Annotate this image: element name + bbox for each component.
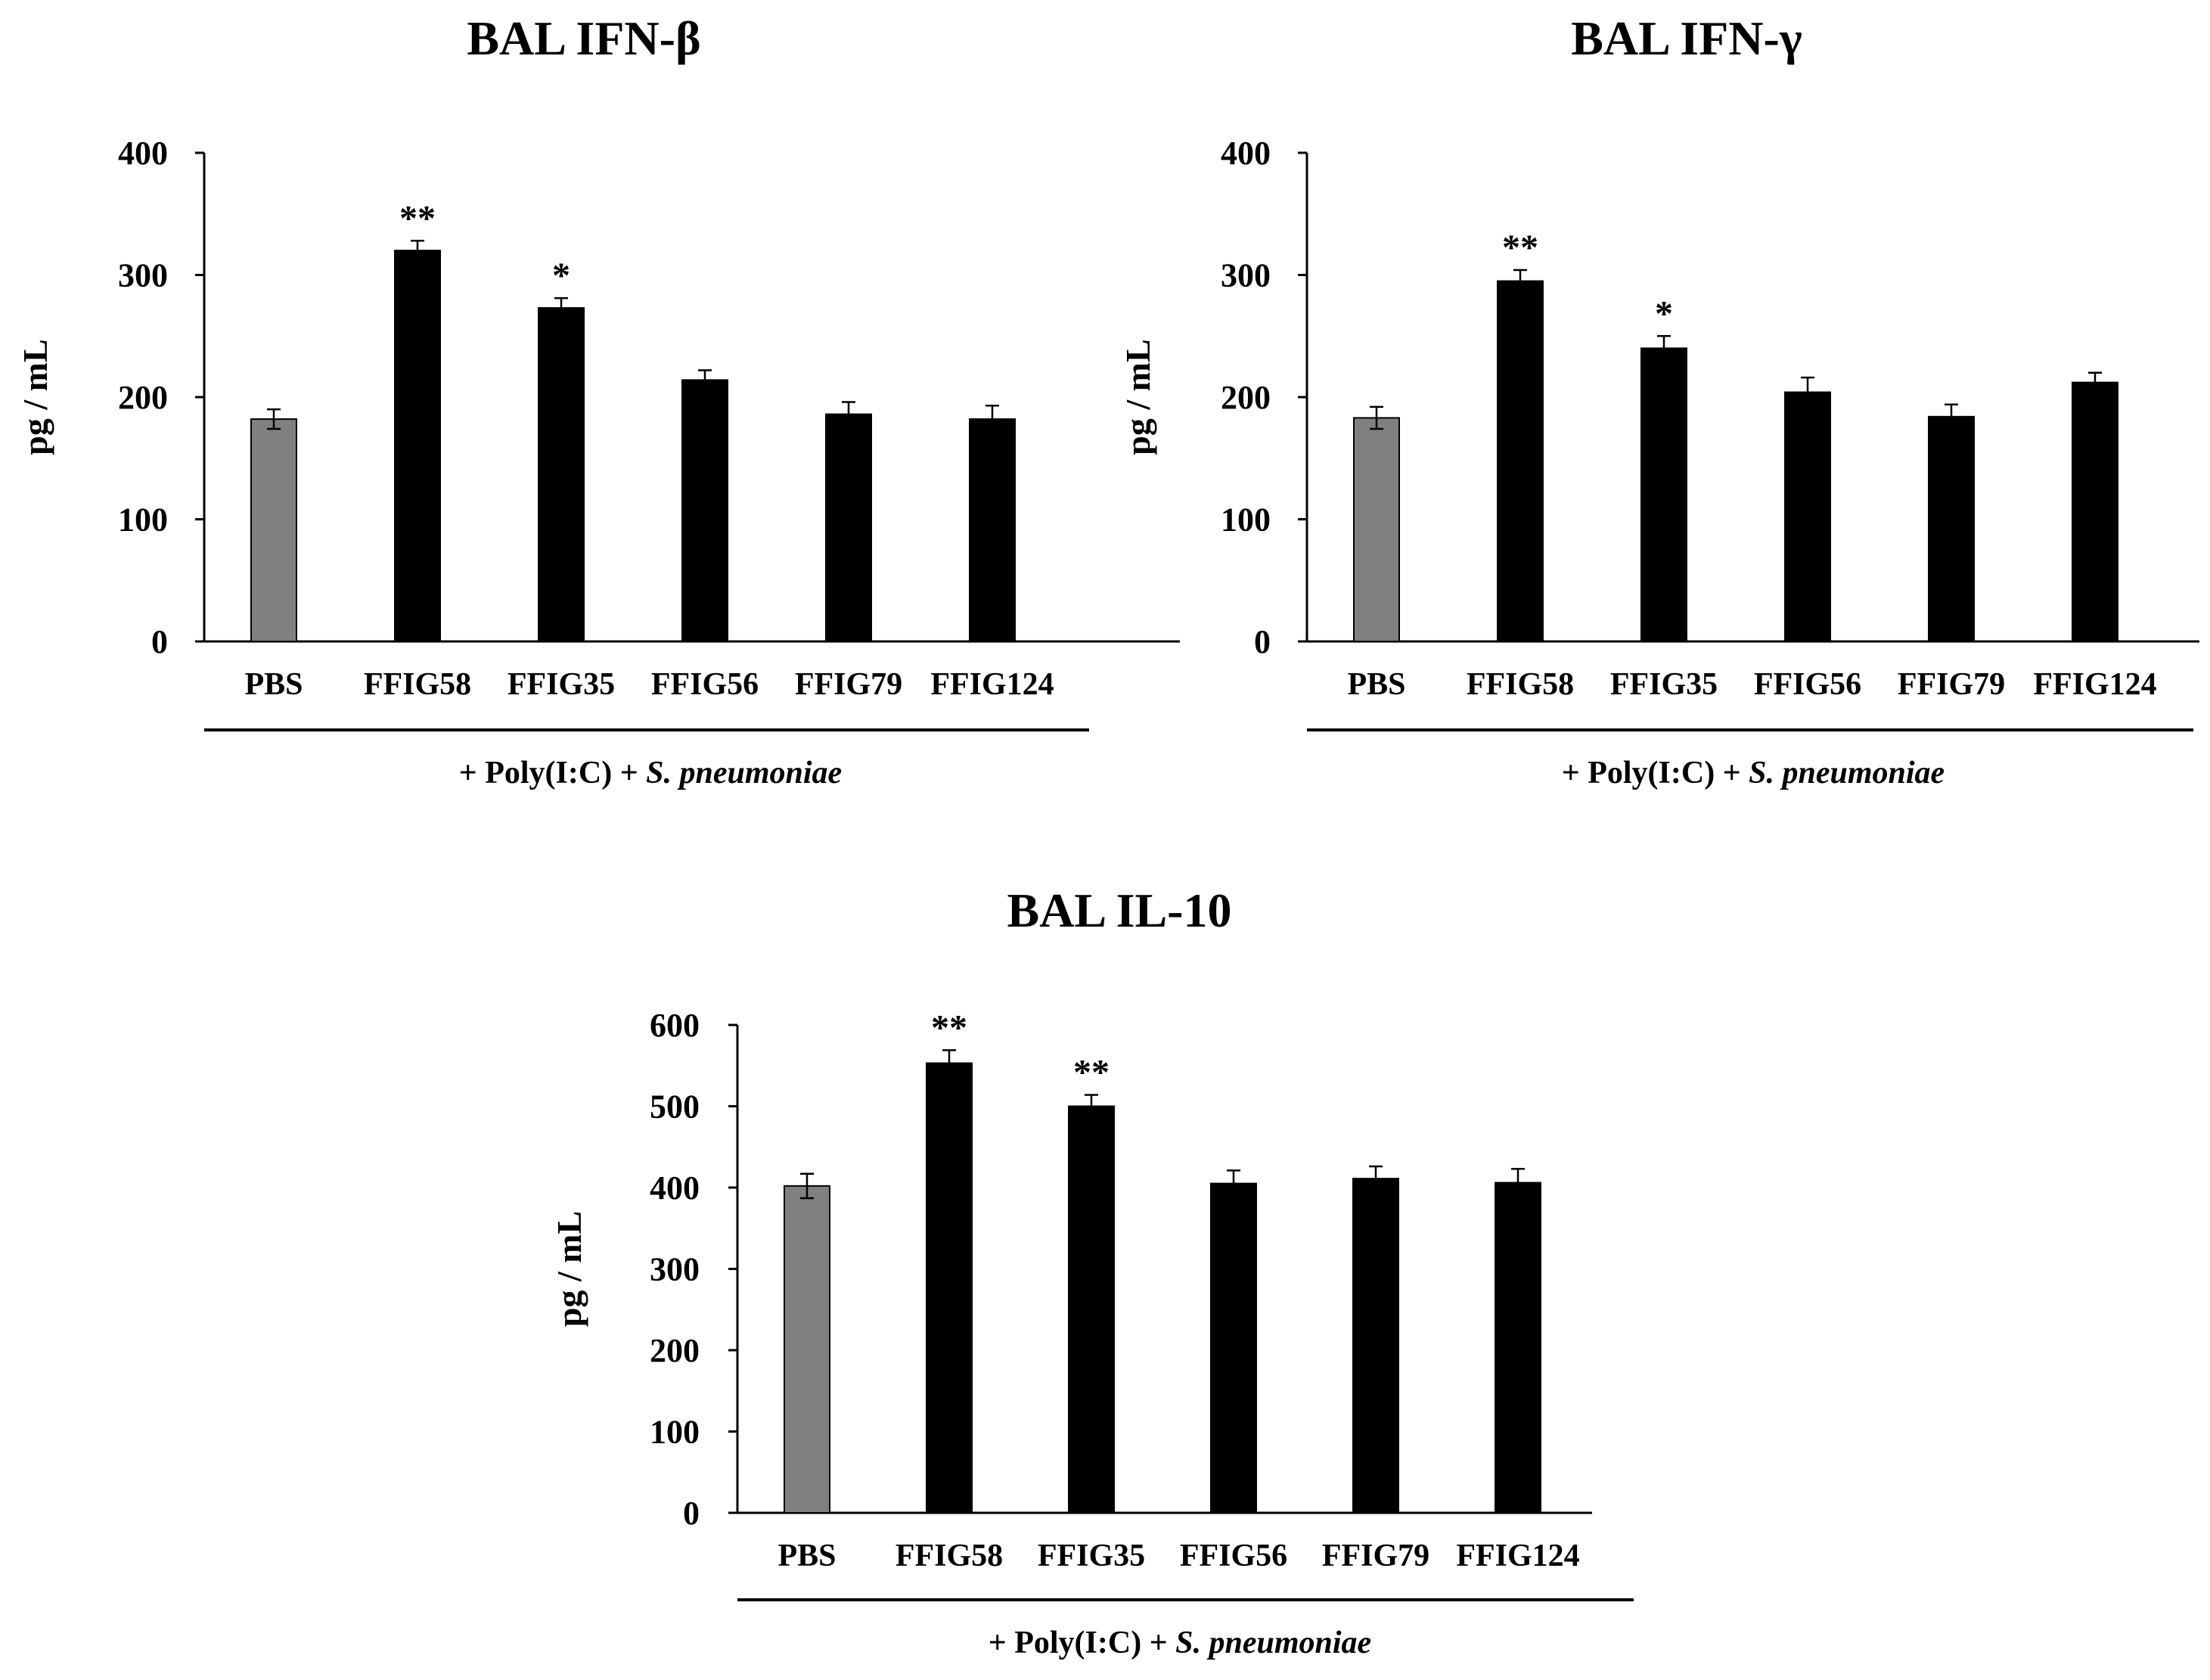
group-label: + Poly(I:C) + S. pneumoniae xyxy=(1562,756,1945,790)
category-label: FFIG124 xyxy=(1456,1539,1579,1573)
category-label: FFIG56 xyxy=(1180,1539,1287,1573)
bar-ffig56 xyxy=(681,379,728,642)
bar-ffig79 xyxy=(825,413,872,642)
category-label: FFIG79 xyxy=(1898,667,2005,702)
group-label: + Poly(I:C) + S. pneumoniae xyxy=(459,756,842,790)
chart-1: BAL IFN-β pg / mL 0 100 200 300 400 PBS ** FFIG58… xyxy=(16,11,1180,790)
y-tick-label: 200 xyxy=(1221,379,1271,416)
chart-title: BAL IFN-β xyxy=(467,11,700,65)
group-label-prefix: + Poly(I:C) + xyxy=(1562,756,1749,790)
y-tick-label: 300 xyxy=(118,257,168,294)
chart-title: BAL IL-10 xyxy=(1007,883,1232,937)
significance-mark: * xyxy=(552,256,570,296)
y-tick-label: 0 xyxy=(683,1495,700,1532)
bar-pbs xyxy=(250,418,297,642)
category-label: FFIG58 xyxy=(1467,667,1574,702)
group-label-prefix: + Poly(I:C) + xyxy=(459,756,646,790)
y-tick-label: 0 xyxy=(1254,623,1271,660)
bar-pbs xyxy=(1353,417,1400,643)
significance-mark: ** xyxy=(399,198,436,238)
category-label: PBS xyxy=(244,667,303,702)
significance-mark: ** xyxy=(1502,228,1538,268)
y-tick-label: 300 xyxy=(650,1251,700,1288)
bar-ffig58 xyxy=(394,250,441,642)
category-label: FFIG58 xyxy=(895,1539,1003,1573)
y-axis-label: pg / mL xyxy=(16,339,54,455)
category-label: FFIG56 xyxy=(651,667,759,702)
y-tick-label: 600 xyxy=(650,1007,700,1044)
bar-ffig124 xyxy=(2072,381,2118,642)
y-tick-label: 400 xyxy=(118,135,168,172)
bar-ffig79 xyxy=(1928,415,1975,643)
group-label-species: S. pneumoniae xyxy=(1175,1626,1371,1660)
group-label-species: S. pneumoniae xyxy=(646,756,842,790)
group-label-prefix: + Poly(I:C) + xyxy=(989,1626,1175,1660)
y-tick-label: 100 xyxy=(650,1414,700,1451)
y-tick-label: 0 xyxy=(151,623,168,660)
bar-ffig124 xyxy=(969,418,1016,642)
category-label: FFIG58 xyxy=(364,667,471,702)
y-tick-label: 500 xyxy=(650,1088,700,1126)
y-tick-label: 400 xyxy=(1221,135,1271,172)
chart-3: BAL IL-10 pg / mL 0 100 200 300 400 500 600 PBS **… xyxy=(550,883,1634,1660)
significance-mark: * xyxy=(1655,293,1673,334)
category-label: FFIG35 xyxy=(1038,1539,1145,1573)
bar-ffig58 xyxy=(1497,280,1544,642)
y-axis-label: pg / mL xyxy=(1119,339,1157,455)
category-label: PBS xyxy=(1347,667,1405,702)
bar-pbs xyxy=(784,1185,830,1514)
y-tick-label: 200 xyxy=(118,379,168,416)
bar-ffig35 xyxy=(538,307,585,642)
y-axis-label: pg / mL xyxy=(550,1211,588,1327)
chart-2: BAL IFN-γ pg / mL 0 100 200 300 400 PBS ** FFIG58… xyxy=(1119,11,2199,790)
y-tick-label: 100 xyxy=(1221,502,1271,539)
category-label: FFIG79 xyxy=(795,667,902,702)
significance-mark: ** xyxy=(931,1008,967,1048)
category-label: FFIG35 xyxy=(507,667,615,702)
category-label: PBS xyxy=(778,1539,836,1573)
bar-ffig124 xyxy=(1495,1182,1541,1514)
y-tick-label: 400 xyxy=(650,1169,700,1206)
category-label: FFIG56 xyxy=(1754,667,1861,702)
category-label: FFIG124 xyxy=(930,667,1054,702)
category-label: FFIG124 xyxy=(2033,667,2156,702)
category-label: FFIG35 xyxy=(1610,667,1718,702)
y-tick-label: 200 xyxy=(650,1332,700,1369)
bar-ffig79 xyxy=(1352,1178,1399,1514)
bar-ffig35 xyxy=(1640,347,1687,642)
significance-mark: ** xyxy=(1073,1052,1110,1092)
group-label: + Poly(I:C) + S. pneumoniae xyxy=(989,1626,1371,1660)
bar-ffig56 xyxy=(1784,391,1831,642)
chart-title: BAL IFN-γ xyxy=(1571,11,1802,65)
bar-ffig35 xyxy=(1068,1105,1115,1514)
y-tick-label: 100 xyxy=(118,502,168,539)
bar-ffig56 xyxy=(1210,1182,1257,1514)
group-label-species: S. pneumoniae xyxy=(1749,756,1945,790)
y-tick-label: 300 xyxy=(1221,257,1271,294)
category-label: FFIG79 xyxy=(1322,1539,1429,1573)
bar-ffig58 xyxy=(926,1062,973,1514)
